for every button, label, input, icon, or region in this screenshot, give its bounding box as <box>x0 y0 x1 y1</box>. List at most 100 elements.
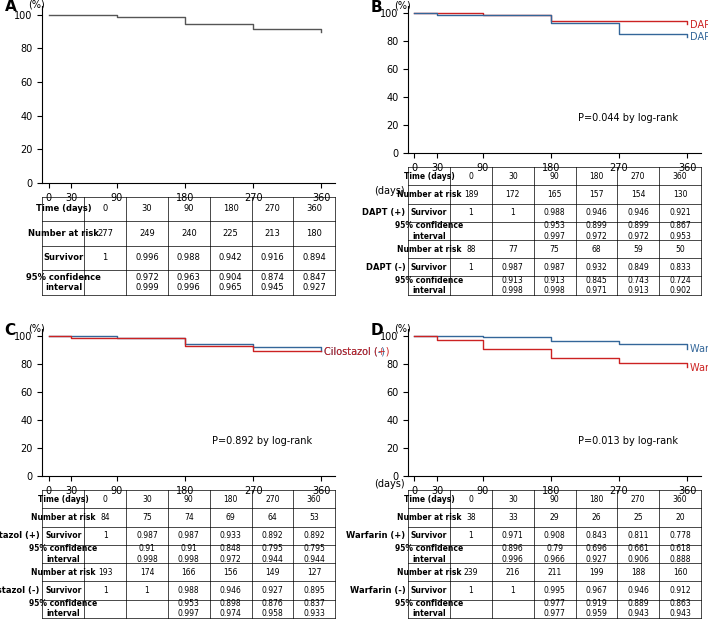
Text: Warfarin (-): Warfarin (-) <box>350 586 406 595</box>
Text: 180: 180 <box>223 204 239 213</box>
Text: 0: 0 <box>103 204 108 213</box>
Text: 0.963
0.996: 0.963 0.996 <box>177 273 201 292</box>
Text: 0.848
0.972: 0.848 0.972 <box>219 544 241 563</box>
Text: 0.899
0.972: 0.899 0.972 <box>627 222 649 241</box>
Text: 0.849: 0.849 <box>627 263 649 272</box>
Text: 0.921: 0.921 <box>669 208 691 217</box>
Text: 1: 1 <box>469 208 474 217</box>
Text: 0.946: 0.946 <box>627 208 649 217</box>
Text: Number at risk: Number at risk <box>397 190 462 199</box>
Text: 30: 30 <box>508 172 518 181</box>
Text: 53: 53 <box>309 513 319 522</box>
Text: DAPT (-): DAPT (-) <box>690 32 708 42</box>
Text: 0.967: 0.967 <box>586 586 607 595</box>
Text: 0.996: 0.996 <box>135 253 159 263</box>
Text: Survivor: Survivor <box>411 531 447 540</box>
Text: 277: 277 <box>97 229 113 238</box>
Text: 0.908: 0.908 <box>544 531 566 540</box>
Text: 188: 188 <box>631 568 645 577</box>
Text: 180: 180 <box>589 172 604 181</box>
Text: 75: 75 <box>142 513 152 522</box>
Text: 0.895: 0.895 <box>303 586 325 595</box>
Text: (%): (%) <box>28 323 45 333</box>
Text: 30: 30 <box>508 495 518 504</box>
Text: 0.724
0.902: 0.724 0.902 <box>669 276 691 295</box>
Text: 0.618
0.888: 0.618 0.888 <box>669 544 691 563</box>
Text: 0: 0 <box>469 172 474 181</box>
Text: Cilostazol (+): Cilostazol (+) <box>0 531 40 540</box>
Text: 33: 33 <box>508 513 518 522</box>
Text: (days): (days) <box>374 185 405 195</box>
Text: Cilostazol (-): Cilostazol (-) <box>0 586 40 595</box>
Text: Survivor: Survivor <box>45 586 81 595</box>
Text: 90: 90 <box>549 495 559 504</box>
Text: 0.743
0.913: 0.743 0.913 <box>627 276 649 295</box>
Text: 0.91
0.998: 0.91 0.998 <box>178 544 200 563</box>
Text: 0.946: 0.946 <box>627 586 649 595</box>
Text: 0.833: 0.833 <box>669 263 691 272</box>
Text: 38: 38 <box>466 513 476 522</box>
Text: 0.927: 0.927 <box>261 586 283 595</box>
Text: 77: 77 <box>508 245 518 253</box>
Text: 0.988: 0.988 <box>544 208 566 217</box>
Text: 84: 84 <box>101 513 110 522</box>
Text: 360: 360 <box>307 204 322 213</box>
Text: Warfarin (+): Warfarin (+) <box>346 531 406 540</box>
Text: Survivor: Survivor <box>411 586 447 595</box>
Text: 75: 75 <box>549 245 559 253</box>
Text: 0.904
0.965: 0.904 0.965 <box>219 273 242 292</box>
Text: 0.894: 0.894 <box>302 253 326 263</box>
Text: Number at risk: Number at risk <box>31 513 96 522</box>
Text: A: A <box>4 0 16 14</box>
Text: 0.889
0.943: 0.889 0.943 <box>627 599 649 618</box>
Text: Number at risk: Number at risk <box>397 568 462 577</box>
Text: Survivor: Survivor <box>411 263 447 272</box>
Text: 0.837
0.933: 0.837 0.933 <box>303 599 325 618</box>
Text: 0.874
0.945: 0.874 0.945 <box>261 273 285 292</box>
Text: 199: 199 <box>589 568 604 577</box>
Text: 0.892: 0.892 <box>261 531 283 540</box>
Text: 0.995: 0.995 <box>544 586 566 595</box>
Text: 360: 360 <box>673 495 687 504</box>
Text: 127: 127 <box>307 568 321 577</box>
Text: 0.843: 0.843 <box>586 531 607 540</box>
Text: 270: 270 <box>631 495 646 504</box>
Text: P=0.044 by log-rank: P=0.044 by log-rank <box>578 113 678 123</box>
Text: 154: 154 <box>631 190 646 199</box>
Text: 0.946: 0.946 <box>219 586 241 595</box>
Text: 0.953
0.997: 0.953 0.997 <box>544 222 566 241</box>
Text: 90: 90 <box>184 495 194 504</box>
Text: 0.977
0.977: 0.977 0.977 <box>544 599 566 618</box>
Text: 360: 360 <box>673 172 687 181</box>
Text: 0.942: 0.942 <box>219 253 242 263</box>
Text: 0.913
0.998: 0.913 0.998 <box>502 276 524 295</box>
Text: 95% confidence
interval: 95% confidence interval <box>395 222 463 241</box>
Text: 0.987: 0.987 <box>178 531 200 540</box>
Text: 270: 270 <box>266 495 280 504</box>
Text: 0.987: 0.987 <box>502 263 524 272</box>
Text: DAPT (+): DAPT (+) <box>690 19 708 29</box>
Text: 0.896
0.996: 0.896 0.996 <box>502 544 524 563</box>
Text: 0.933: 0.933 <box>219 531 241 540</box>
Text: 1: 1 <box>103 531 108 540</box>
Text: 225: 225 <box>223 229 239 238</box>
Text: Number at risk: Number at risk <box>31 568 96 577</box>
Text: Time (days): Time (days) <box>38 495 88 504</box>
Text: 1: 1 <box>103 586 108 595</box>
Text: 1: 1 <box>510 586 515 595</box>
Text: 0.988: 0.988 <box>178 586 200 595</box>
Text: 156: 156 <box>223 568 238 577</box>
Text: 0.876
0.958: 0.876 0.958 <box>261 599 283 618</box>
Text: (days): (days) <box>374 479 405 489</box>
Text: Time (days): Time (days) <box>404 495 455 504</box>
Text: 0.913
0.998: 0.913 0.998 <box>544 276 566 295</box>
Text: 211: 211 <box>547 568 561 577</box>
Text: 239: 239 <box>464 568 478 577</box>
Text: 130: 130 <box>673 190 687 199</box>
Text: 0.987: 0.987 <box>544 263 566 272</box>
Text: Warfarin (+): Warfarin (+) <box>690 363 708 373</box>
Text: 0.795
0.944: 0.795 0.944 <box>303 544 325 563</box>
Text: 95% confidence
interval: 95% confidence interval <box>29 544 98 563</box>
Text: P=0.892 by log-rank: P=0.892 by log-rank <box>212 436 312 446</box>
Text: 0.778: 0.778 <box>669 531 691 540</box>
